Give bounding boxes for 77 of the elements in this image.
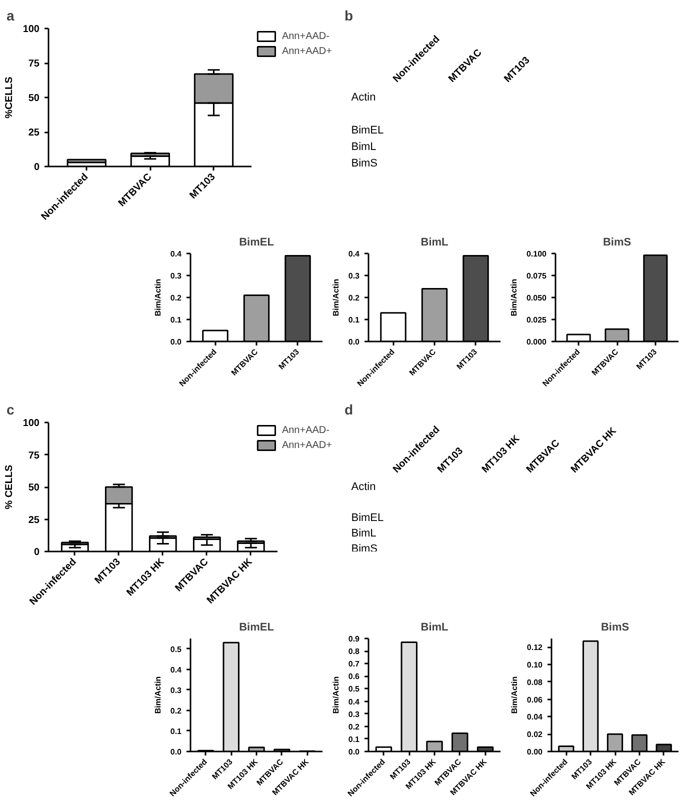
category-label: BimS	[351, 158, 378, 170]
category-label: Actin	[351, 481, 376, 493]
y-tick-label: 0.4	[170, 665, 182, 674]
y-tick-label: 0.1	[348, 734, 360, 744]
y-axis-title: Bim/Actin	[510, 676, 519, 714]
y-tick-label: 100	[22, 418, 40, 429]
chart-title: BimL	[420, 622, 449, 634]
y-tick-label: 0	[34, 162, 40, 173]
y-tick-label: 0.3	[170, 272, 182, 280]
y-tick-label: 0.2	[170, 706, 182, 716]
y-tick-label: 0.08	[526, 678, 544, 687]
y-tick-label: 100	[22, 24, 40, 35]
y-tick-label: 0.10	[526, 660, 544, 670]
y-tick-label: 0.3	[348, 710, 360, 719]
y-tick-label: 0.0	[170, 338, 182, 346]
y-tick-label: 0.3	[348, 272, 360, 280]
category-label: Actin	[351, 92, 376, 104]
y-tick-label: 0.0	[170, 748, 182, 756]
y-tick-label: 25	[28, 128, 40, 138]
y-tick-label: 0.1	[170, 316, 182, 324]
legend-label: Ann+AAD+	[282, 440, 332, 450]
y-tick-label: 75	[28, 450, 40, 462]
y-tick-label: 0.3	[170, 686, 182, 695]
y-tick-label: 0.1	[348, 316, 360, 324]
y-tick-label: 0.025	[526, 316, 548, 324]
chart-title: BimEL	[239, 622, 274, 634]
y-tick-label: 25	[28, 514, 40, 526]
legend-label: Ann+AAD-	[282, 424, 330, 436]
y-axis-title: %CELLS	[4, 76, 15, 118]
y-tick-label: 0.2	[348, 722, 360, 732]
y-axis-title: Bim/Actin	[153, 278, 162, 316]
y-tick-label: 0.06	[526, 695, 544, 704]
y-tick-label: 0.12	[526, 643, 544, 652]
y-axis-title: Bim/Actin	[509, 278, 518, 316]
y-tick-label: 0.00	[526, 748, 544, 756]
y-tick-label: 50	[28, 93, 40, 104]
chart-title: a	[6, 8, 14, 24]
y-axis-title: Bim/Actin	[331, 278, 340, 316]
category-label: BimL	[351, 141, 376, 154]
y-tick-label: 50	[28, 482, 40, 494]
text: d	[344, 402, 354, 418]
y-axis-title: Bim/Actin	[331, 676, 340, 714]
y-tick-label: 0.7	[348, 660, 360, 669]
y-tick-label: 0.04	[526, 712, 544, 722]
y-tick-label: 0.6	[348, 672, 360, 682]
y-tick-label: 0.100	[526, 250, 548, 258]
y-tick-label: 0.9	[348, 634, 360, 644]
y-tick-label: 0.5	[170, 644, 182, 654]
text: b	[344, 8, 354, 24]
category-label: BimEL	[351, 512, 384, 524]
y-tick-label: 0.0	[348, 338, 360, 346]
y-tick-label: 0	[34, 547, 40, 558]
y-tick-label: 0.02	[526, 730, 544, 740]
chart-title: BimEL	[239, 236, 274, 248]
chart-title: c	[6, 402, 14, 418]
y-tick-label: 0.4	[348, 697, 360, 706]
chart-title: BimS	[600, 622, 630, 634]
legend-label: Ann+AAD+	[282, 46, 332, 56]
y-axis-title: % CELLS	[4, 464, 15, 510]
category-label: BimEL	[351, 124, 384, 137]
legend-label: Ann+AAD-	[282, 30, 330, 42]
y-tick-label: 0.0	[348, 748, 360, 756]
category-label: BimL	[351, 527, 376, 540]
y-tick-label: 0.050	[526, 294, 548, 302]
chart-title: BimL	[420, 236, 449, 248]
y-tick-label: 0.5	[348, 684, 360, 694]
y-tick-label: 0.000	[526, 338, 548, 346]
y-tick-label: 0.4	[348, 250, 360, 258]
y-tick-label: 0.2	[348, 294, 360, 302]
y-tick-label: 75	[28, 58, 40, 70]
chart-title: BimS	[602, 236, 632, 248]
y-tick-label: 0.8	[348, 647, 360, 656]
y-tick-label: 0.075	[526, 272, 548, 280]
y-tick-label: 0.4	[170, 250, 182, 258]
y-tick-label: 0.1	[170, 726, 182, 736]
y-axis-title: Bim/Actin	[153, 676, 162, 714]
y-tick-label: 0.2	[170, 294, 182, 302]
